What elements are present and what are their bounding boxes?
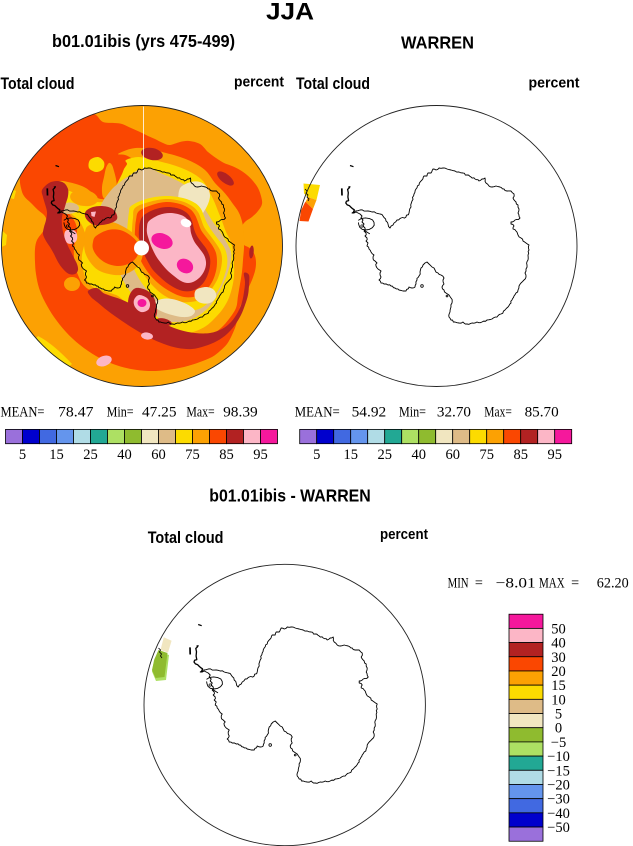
svg-text:=: =: [571, 576, 579, 592]
svg-text:Total cloud: Total cloud: [296, 74, 370, 93]
svg-text:54.92: 54.92: [352, 405, 387, 421]
svg-text:−15: −15: [547, 763, 570, 779]
svg-text:−8.01: −8.01: [496, 576, 536, 592]
svg-text:b01.01ibis - WARREN: b01.01ibis - WARREN: [209, 486, 371, 506]
svg-text:percent: percent: [380, 527, 428, 543]
svg-text:95: 95: [547, 447, 562, 463]
svg-text:Total cloud: Total cloud: [148, 528, 224, 547]
svg-text:−10: −10: [547, 749, 570, 765]
svg-text:5: 5: [313, 447, 320, 463]
svg-text:−50: −50: [547, 820, 570, 836]
svg-text:5: 5: [19, 447, 26, 463]
svg-text:0: 0: [555, 721, 562, 737]
svg-text:MEAN=: MEAN=: [1, 405, 45, 421]
svg-text:Max=: Max=: [186, 405, 214, 421]
svg-text:15: 15: [49, 447, 64, 463]
svg-text:95: 95: [253, 447, 268, 463]
svg-text:40: 40: [411, 447, 426, 463]
svg-text:75: 75: [185, 447, 200, 463]
svg-text:85: 85: [513, 447, 528, 463]
svg-text:40: 40: [117, 447, 132, 463]
svg-text:75: 75: [479, 447, 494, 463]
svg-text:62.20: 62.20: [597, 576, 629, 592]
svg-text:Max=: Max=: [484, 405, 512, 421]
svg-text:−40: −40: [547, 806, 570, 822]
svg-text:40: 40: [551, 636, 566, 652]
svg-text:Min=: Min=: [399, 405, 426, 421]
svg-text:−5: −5: [551, 735, 566, 751]
svg-text:85.70: 85.70: [525, 405, 559, 421]
svg-text:78.47: 78.47: [58, 405, 94, 421]
svg-text:47.25: 47.25: [142, 405, 177, 421]
svg-text:MAX: MAX: [539, 576, 565, 592]
svg-text:Min=: Min=: [107, 405, 134, 421]
svg-text:32.70: 32.70: [437, 405, 471, 421]
svg-text:98.39: 98.39: [223, 405, 258, 421]
svg-text:WARREN: WARREN: [401, 33, 474, 53]
svg-text:20: 20: [551, 664, 566, 680]
svg-text:25: 25: [83, 447, 98, 463]
svg-text:MIN: MIN: [448, 576, 469, 592]
svg-text:b01.01ibis (yrs 475-499): b01.01ibis (yrs 475-499): [52, 31, 235, 51]
svg-text:10: 10: [551, 692, 566, 708]
svg-text:Total cloud: Total cloud: [1, 74, 75, 93]
svg-text:15: 15: [343, 447, 358, 463]
svg-text:30: 30: [551, 650, 566, 666]
svg-text:60: 60: [151, 447, 166, 463]
svg-text:JJA: JJA: [266, 0, 314, 26]
svg-text:−30: −30: [547, 792, 570, 808]
svg-text:=: =: [475, 576, 483, 592]
svg-text:50: 50: [551, 621, 566, 637]
svg-text:5: 5: [555, 707, 562, 723]
svg-text:60: 60: [445, 447, 460, 463]
svg-text:MEAN=: MEAN=: [295, 405, 340, 421]
svg-text:25: 25: [377, 447, 392, 463]
svg-text:percent: percent: [529, 76, 580, 92]
svg-text:15: 15: [551, 678, 566, 694]
svg-text:85: 85: [219, 447, 234, 463]
svg-text:percent: percent: [234, 75, 284, 91]
svg-text:−20: −20: [547, 778, 570, 794]
